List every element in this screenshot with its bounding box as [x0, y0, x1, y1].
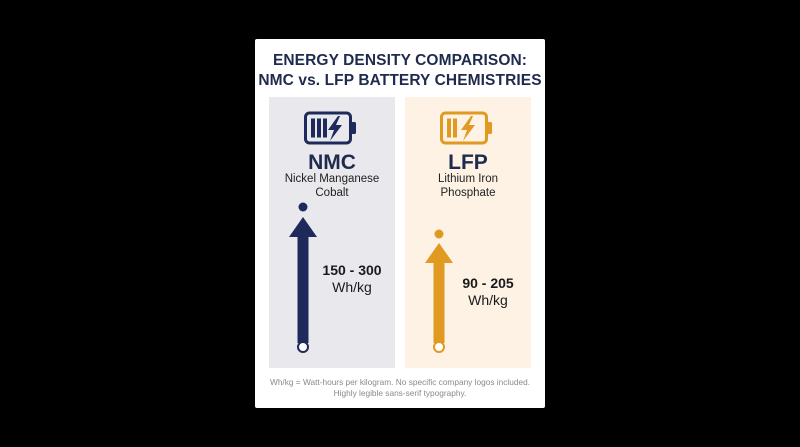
range-value: 90 - 205	[462, 275, 514, 291]
footnote-line-1: Wh/kg = Watt-hours per kilogram. No spec…	[269, 377, 530, 387]
range-value: 150 - 300	[322, 262, 382, 278]
chemistry-fullname-line-2: Phosphate	[440, 187, 496, 199]
energy-density-arrow	[289, 202, 317, 353]
chemistry-fullname-line-1: Lithium Iron	[437, 173, 499, 185]
chemistry-fullname: Nickel Manganese Cobalt	[269, 172, 395, 200]
footnote: Wh/kg = Watt-hours per kilogram. No spec…	[255, 377, 545, 399]
footnote-line-2: Highly legible sans-serif typography.	[333, 388, 467, 398]
comparison-card: ENERGY DENSITY COMPARISON: NMC vs. LFP B…	[255, 39, 545, 408]
nmc-panel: NMC Nickel Manganese Cobalt 150 - 300 Wh…	[269, 97, 395, 368]
page-title: ENERGY DENSITY COMPARISON: NMC vs. LFP B…	[255, 51, 545, 91]
chemistry-fullname: Lithium Iron Phosphate	[405, 172, 531, 200]
title-line-2: NMC vs. LFP BATTERY CHEMISTRIES	[258, 72, 542, 89]
chemistry-name: LFP	[448, 151, 488, 174]
chemistry-fullname-line-1: Nickel Manganese	[284, 173, 380, 185]
title-line-1: ENERGY DENSITY COMPARISON:	[272, 52, 528, 69]
range-unit: Wh/kg	[468, 292, 508, 308]
chemistry-name: NMC	[308, 151, 356, 174]
energy-density-range: 90 - 205 Wh/kg	[451, 275, 525, 309]
chemistry-fullname-line-2: Cobalt	[315, 187, 349, 199]
lfp-panel: LFP Lithium Iron Phosphate 90 - 205 Wh/k…	[405, 97, 531, 368]
battery-bolt-icon	[440, 111, 492, 145]
energy-density-arrow	[425, 229, 453, 353]
energy-density-range: 150 - 300 Wh/kg	[315, 262, 389, 296]
range-unit: Wh/kg	[332, 279, 372, 295]
battery-bolt-icon	[304, 111, 356, 145]
